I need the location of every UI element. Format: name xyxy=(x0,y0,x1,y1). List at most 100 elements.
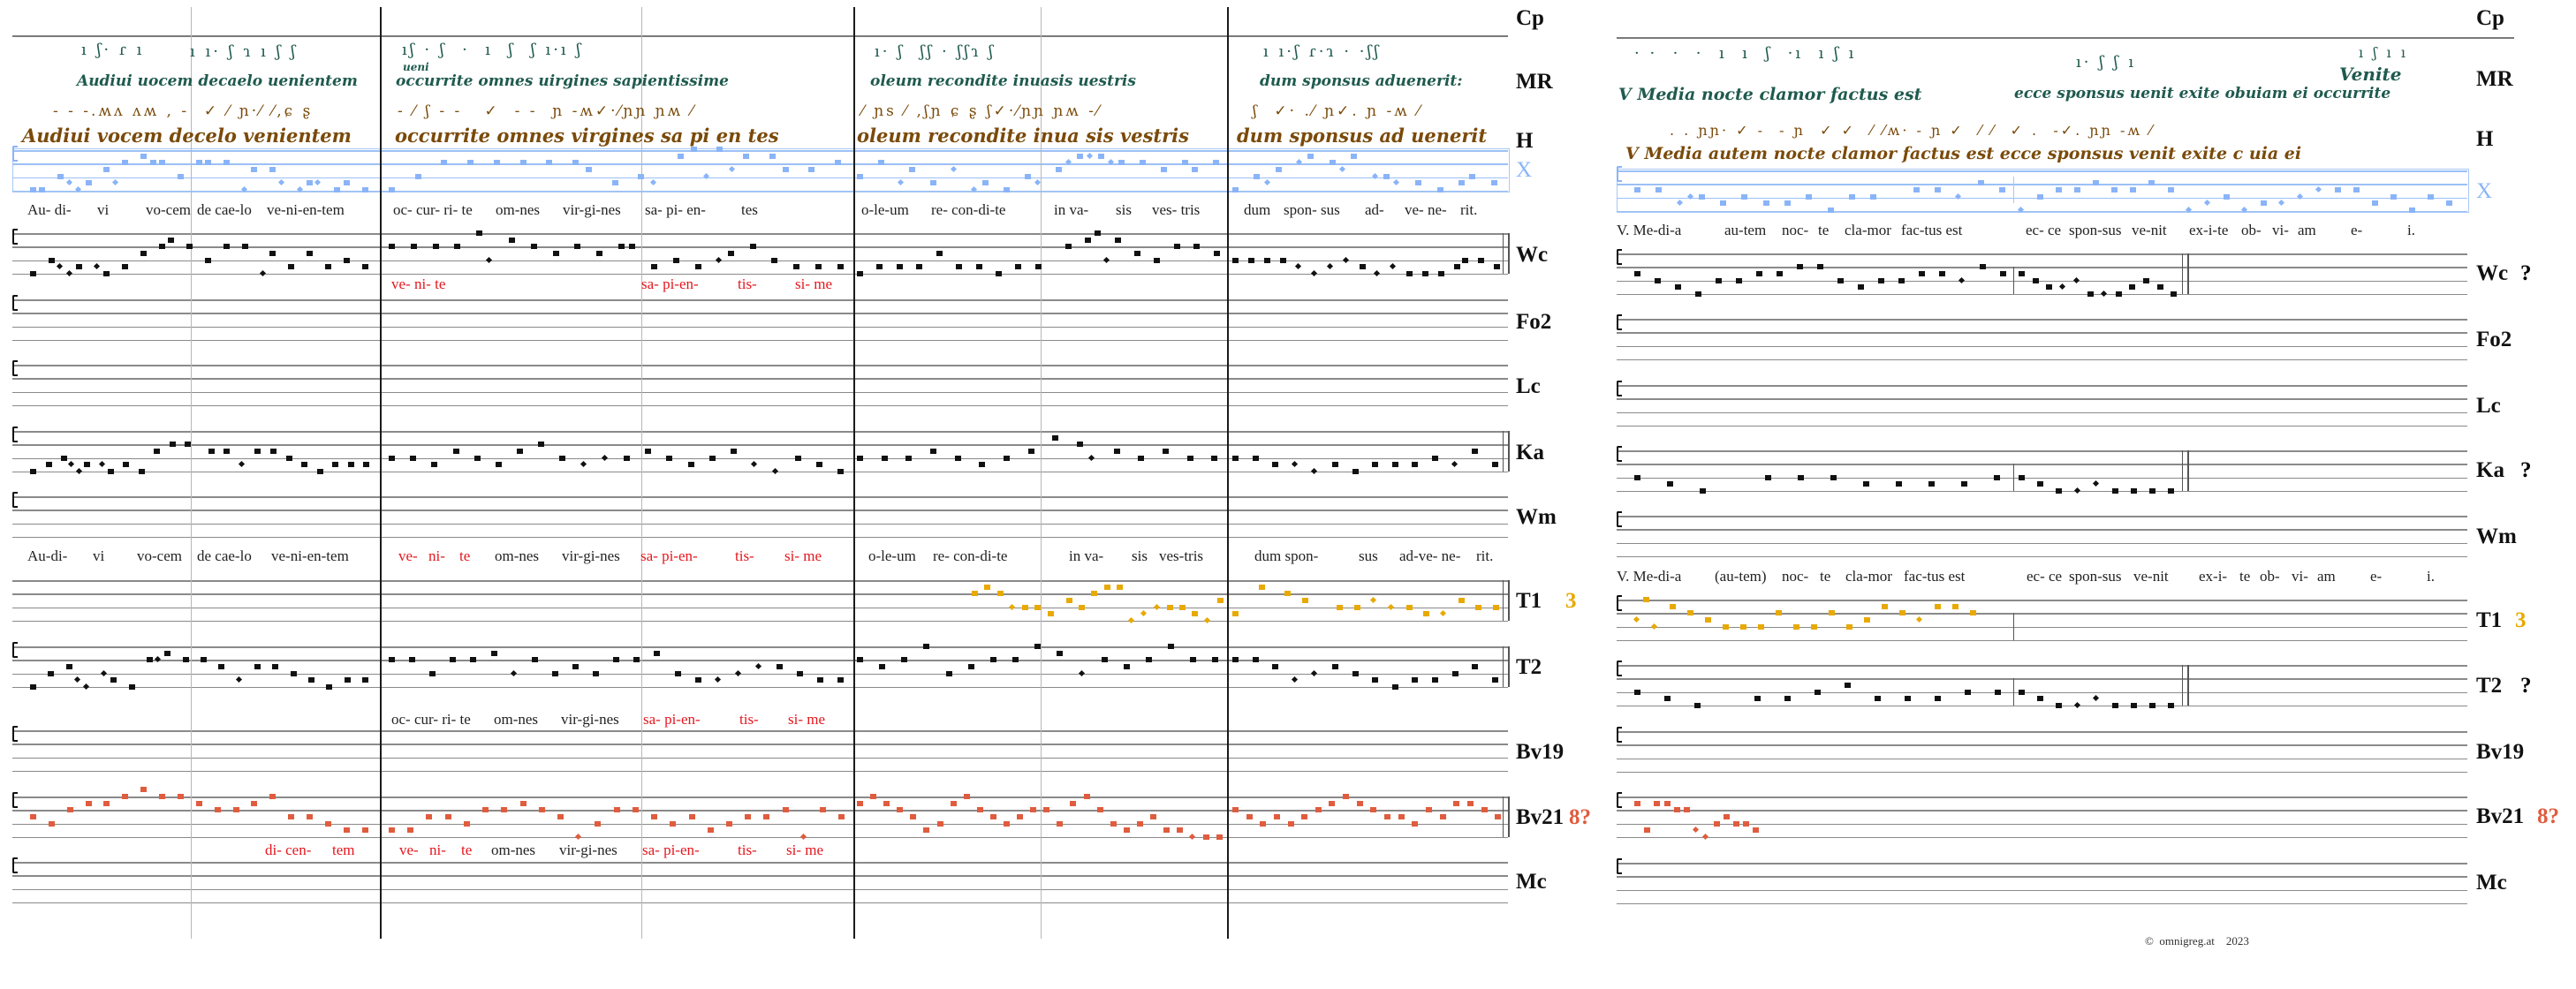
neume-note xyxy=(1634,187,1640,193)
lyric-syllables: vir-gi-nes xyxy=(559,842,617,858)
neume-note xyxy=(48,670,55,676)
neume-diamond xyxy=(1311,669,1318,676)
neume-note xyxy=(1935,696,1941,702)
lyric-syllables: di- cen- xyxy=(265,842,312,858)
neume-diamond xyxy=(1342,256,1349,263)
neume-note xyxy=(1154,257,1161,263)
staff-line xyxy=(1617,210,2467,213)
manuscript-text-h: Audiui vocem decelo venientem xyxy=(22,125,352,147)
neume-note xyxy=(857,800,863,806)
neume-note xyxy=(1391,462,1398,468)
neume-note xyxy=(474,455,481,461)
lyric-syllables: ni- xyxy=(429,842,446,858)
lyric-syllables: in va- xyxy=(1054,201,1089,218)
neume-note xyxy=(909,167,916,173)
neume-note xyxy=(1212,657,1219,663)
neume-note xyxy=(1784,200,1791,207)
source-label-t1: T1 xyxy=(1516,589,1542,613)
neume-note xyxy=(923,827,930,834)
neume-note xyxy=(2131,702,2138,708)
c-clef-icon xyxy=(12,229,18,245)
staff-line xyxy=(12,536,1508,539)
neume-note xyxy=(950,800,957,806)
neume-note xyxy=(670,820,677,827)
lyric-syllables: ob- xyxy=(2260,568,2280,585)
neume-note xyxy=(1655,187,1663,193)
neume-note xyxy=(1272,663,1279,669)
staff-line xyxy=(12,496,1508,498)
neume-note xyxy=(1491,677,1498,683)
neume-diamond xyxy=(235,676,242,683)
staff-line xyxy=(12,391,1508,394)
neume-diamond xyxy=(2073,701,2080,708)
neume-note xyxy=(2148,180,2156,186)
neume-note xyxy=(470,657,477,663)
neume-note xyxy=(347,462,354,468)
c-clef-icon xyxy=(12,360,18,376)
neume-note xyxy=(1664,696,1671,702)
neume-diamond xyxy=(734,669,741,676)
staff-line xyxy=(12,902,1508,904)
phrase-divider xyxy=(641,7,642,939)
neume-note xyxy=(2115,291,2122,297)
neume-diamond xyxy=(751,461,758,468)
staff-line xyxy=(1617,398,2467,400)
neume-note xyxy=(1754,696,1761,702)
neume-note xyxy=(1670,603,1676,609)
neume-note xyxy=(517,448,524,454)
final-double-bar xyxy=(1503,233,1510,274)
neume-note xyxy=(509,237,516,243)
neume-note xyxy=(1064,244,1072,250)
neume-diamond xyxy=(714,676,721,683)
neume-diamond xyxy=(1140,610,1148,617)
neume-note xyxy=(674,670,681,676)
neume-note xyxy=(1634,689,1640,695)
neume-note xyxy=(1034,604,1042,610)
neume-note xyxy=(1252,657,1259,663)
neume-diamond xyxy=(67,461,74,468)
staff-line xyxy=(12,730,1508,732)
neume-note xyxy=(1356,800,1363,806)
neume-note xyxy=(361,264,368,270)
lyric-syllables: ve-ni-en-tem xyxy=(267,201,345,218)
neume-note xyxy=(159,244,166,250)
neume-diamond xyxy=(1915,615,1923,623)
lyric-syllables: ad- xyxy=(1365,201,1384,218)
neume-note xyxy=(1882,603,1888,609)
neume-note xyxy=(2353,187,2360,193)
neume-note xyxy=(1101,657,1108,663)
neume-note xyxy=(897,807,904,813)
final-double-bar xyxy=(1503,796,1510,837)
neume-note xyxy=(1699,487,1706,494)
neume-note xyxy=(1993,474,2000,480)
neume-note xyxy=(538,442,545,448)
staff-line xyxy=(1617,836,2467,839)
neume-note xyxy=(1095,230,1102,236)
neume-note xyxy=(1666,481,1673,487)
neume-note xyxy=(1030,807,1037,813)
neume-note xyxy=(452,448,459,454)
staff-line xyxy=(12,660,1508,661)
neume-note xyxy=(1816,264,1823,270)
neume-note xyxy=(39,187,46,193)
lyric-syllables: o-le-um xyxy=(868,547,916,564)
lyric-syllables: te xyxy=(1818,222,1830,238)
section-divider xyxy=(853,7,855,939)
neume-note xyxy=(272,663,279,669)
neume-note xyxy=(707,827,714,834)
staff-line xyxy=(1617,889,2467,892)
staff-line xyxy=(12,150,1508,152)
neume-note xyxy=(2335,187,2342,193)
neume-note xyxy=(1439,813,1446,819)
staff-line xyxy=(12,836,1508,839)
neume-note xyxy=(1481,807,1488,813)
staff-line xyxy=(12,796,1508,798)
neume-note xyxy=(1193,244,1201,250)
staff-line xyxy=(12,444,1508,446)
neume-note xyxy=(1384,813,1391,819)
neume-note xyxy=(956,264,963,270)
neume-note xyxy=(1168,644,1175,649)
neume-note xyxy=(1634,270,1640,276)
neume-notation: ı ı· ʃ ɿ ı ʃ ʃ xyxy=(190,42,299,61)
neume-note xyxy=(1654,277,1661,283)
